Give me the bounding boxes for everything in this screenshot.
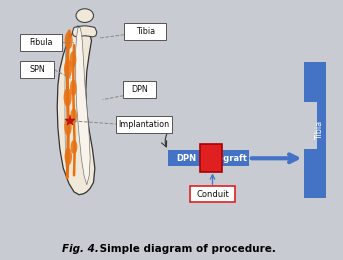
- Text: SPN: SPN: [29, 65, 45, 74]
- FancyBboxPatch shape: [317, 62, 326, 198]
- Text: DPN: DPN: [131, 85, 148, 94]
- FancyBboxPatch shape: [168, 151, 205, 166]
- Ellipse shape: [76, 9, 94, 22]
- Ellipse shape: [70, 80, 77, 96]
- Polygon shape: [76, 28, 90, 185]
- Ellipse shape: [70, 51, 76, 68]
- Text: Tibia: Tibia: [136, 28, 155, 36]
- Ellipse shape: [64, 147, 72, 165]
- Polygon shape: [57, 26, 95, 195]
- Ellipse shape: [63, 88, 72, 107]
- FancyBboxPatch shape: [205, 151, 249, 166]
- Ellipse shape: [64, 59, 72, 78]
- Text: Implantation: Implantation: [118, 120, 169, 129]
- Ellipse shape: [71, 140, 78, 154]
- Text: Conduit: Conduit: [196, 190, 229, 199]
- Text: Fibula: Fibula: [29, 38, 53, 47]
- FancyBboxPatch shape: [200, 144, 222, 172]
- Polygon shape: [65, 37, 67, 175]
- FancyBboxPatch shape: [190, 186, 235, 202]
- Ellipse shape: [64, 31, 73, 49]
- FancyBboxPatch shape: [20, 61, 54, 78]
- Ellipse shape: [64, 118, 72, 136]
- FancyBboxPatch shape: [125, 23, 166, 41]
- Text: DPN: DPN: [177, 154, 197, 163]
- FancyBboxPatch shape: [123, 81, 156, 99]
- FancyBboxPatch shape: [20, 34, 62, 51]
- Polygon shape: [72, 26, 97, 37]
- FancyBboxPatch shape: [116, 116, 172, 133]
- Text: Tibia: Tibia: [315, 121, 324, 140]
- Text: Simple diagram of procedure.: Simple diagram of procedure.: [96, 244, 276, 253]
- Text: Fig. 4.: Fig. 4.: [62, 244, 99, 253]
- Text: Allograft: Allograft: [206, 154, 248, 163]
- Ellipse shape: [70, 108, 77, 124]
- FancyBboxPatch shape: [304, 149, 326, 198]
- FancyBboxPatch shape: [304, 62, 326, 102]
